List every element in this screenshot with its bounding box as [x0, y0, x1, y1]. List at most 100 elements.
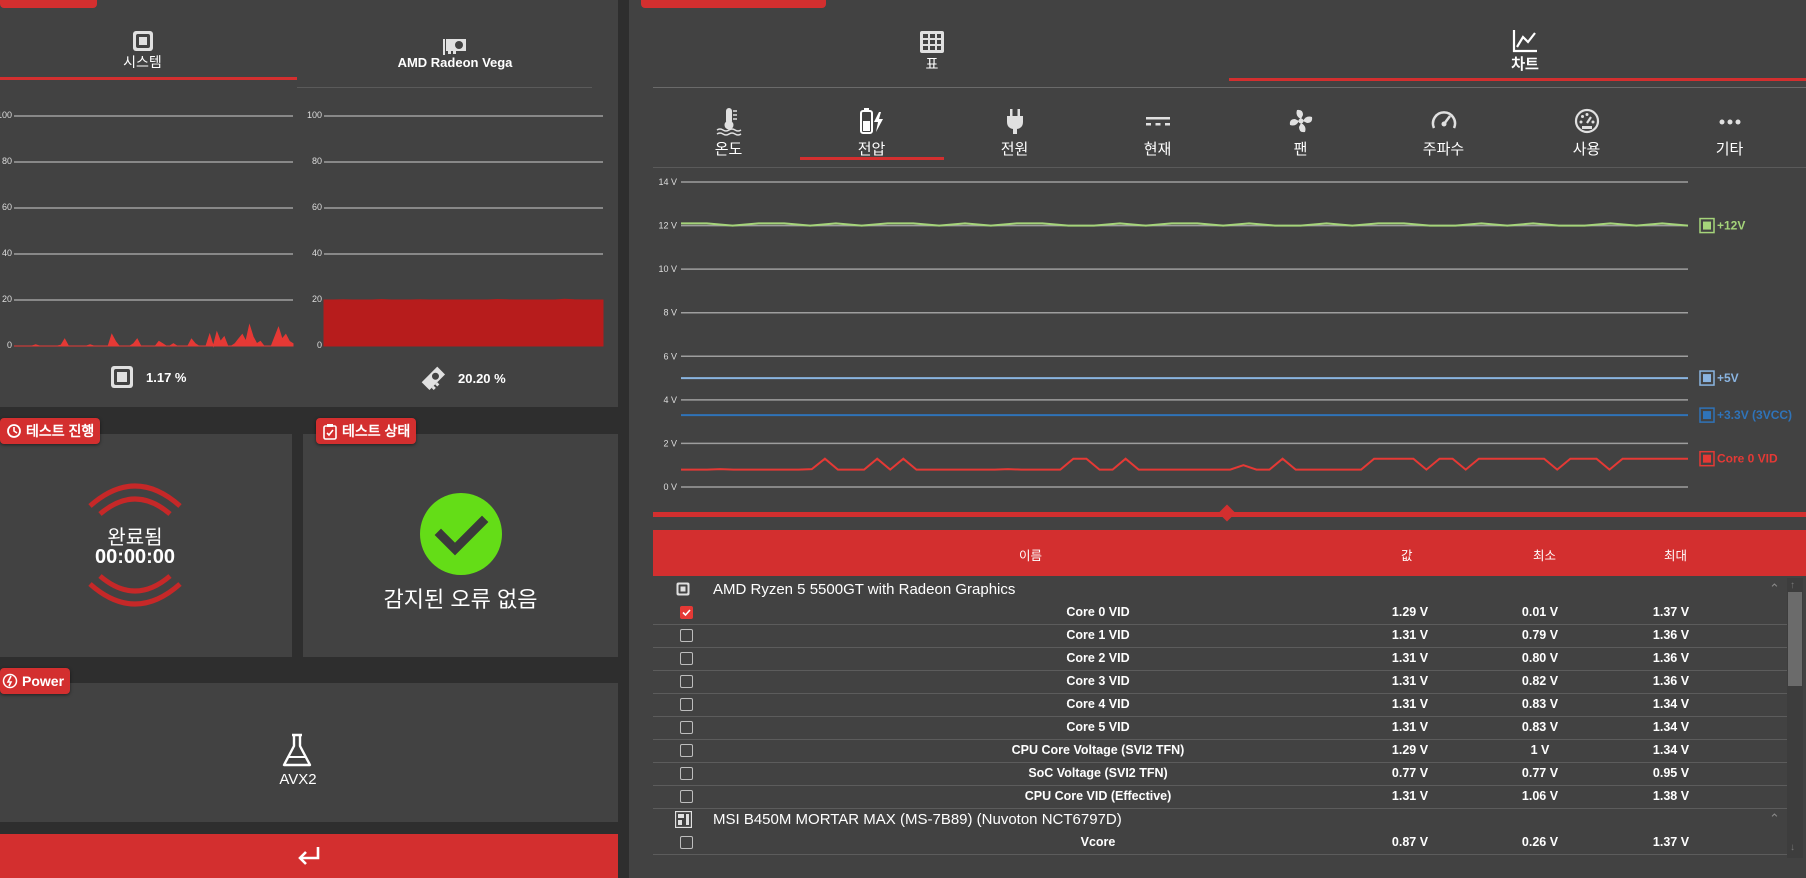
sensor-value: 1.29 V [1391, 605, 1429, 619]
scroll-thumb[interactable] [1788, 592, 1802, 686]
row-checkbox[interactable] [680, 744, 693, 757]
tab-frequency-label: 주파수 [1422, 141, 1465, 158]
sensor-min: 0.80 V [1521, 651, 1559, 665]
gpu-chart-tick-label: 80 [311, 156, 322, 166]
cpu-usage-readout: 1.17 % [110, 365, 186, 389]
voltage-legend-label[interactable]: +5V [1699, 370, 1739, 386]
voltage-legend-label[interactable]: +12V [1699, 217, 1745, 234]
sensor-group-name: MSI B450M MORTAR MAX (MS-7B89) (Nuvoton … [713, 811, 1122, 828]
voltage-legend-label[interactable]: Core 0 VID [1699, 450, 1778, 467]
sensor-panel [629, 0, 1806, 878]
temperature-icon [716, 108, 741, 136]
sensor-group[interactable]: MSI B450M MORTAR MAX (MS-7B89) (Nuvoton … [653, 808, 1787, 831]
cpu-chart-series-area [14, 323, 294, 348]
table-row[interactable]: Core 5 VID 1.31 V 0.83 V 1.34 V [653, 716, 1787, 740]
flask-icon [282, 733, 312, 767]
sensor-panel-tag [641, 0, 826, 8]
progress-spinner-icon [88, 483, 182, 607]
tab-power[interactable]: 전원 [943, 100, 1086, 164]
sensor-min: 0.83 V [1521, 720, 1559, 734]
table-row[interactable]: Core 4 VID 1.31 V 0.83 V 1.34 V [653, 693, 1787, 717]
tab-other[interactable]: 기타 [1658, 100, 1801, 164]
svg-text:+5V: +5V [1717, 371, 1739, 385]
cpu-icon [132, 31, 153, 51]
svg-text:Core 0 VID: Core 0 VID [1717, 452, 1778, 466]
gpu-chart-tick-label: 100 [306, 110, 322, 120]
voltage-legend-label[interactable]: +3.3V (3VCC) [1699, 407, 1792, 423]
row-checkbox[interactable] [680, 675, 693, 688]
sensor-group-name: AMD Ryzen 5 5500GT with Radeon Graphics [713, 581, 1016, 598]
sensor-group[interactable]: AMD Ryzen 5 5500GT with Radeon Graphics ⌃ [653, 578, 1787, 601]
svg-text:+3.3V (3VCC): +3.3V (3VCC) [1717, 408, 1792, 422]
sensor-name: Core 4 VID [1066, 697, 1130, 711]
sensor-name: Core 3 VID [1066, 674, 1130, 688]
cpu-chart-tick-label: 100 [0, 110, 12, 120]
table-row[interactable]: Core 3 VID 1.31 V 0.82 V 1.36 V [653, 670, 1787, 694]
sensor-min: 0.82 V [1521, 674, 1559, 688]
cpu-chart-tick-label: 0 [6, 340, 12, 350]
row-checkbox[interactable] [680, 698, 693, 711]
table-row[interactable]: Vcore 0.87 V 0.26 V 1.37 V [653, 831, 1787, 855]
voltage-chart-tick-label: 10 V [658, 264, 677, 274]
sensor-tab-divider [653, 167, 1806, 168]
table-row[interactable]: Core 1 VID 1.31 V 0.79 V 1.36 V [653, 624, 1787, 648]
tab-chart[interactable]: 차트 [1465, 26, 1585, 76]
cpu-chart-tick-label: 40 [1, 248, 12, 258]
cpu-usage-value: 1.17 % [146, 369, 187, 385]
tab-fan[interactable]: 팬 [1229, 100, 1372, 164]
sensor-min: 0.83 V [1521, 697, 1559, 711]
sensor-name: CPU Core Voltage (SVI2 TFN) [1011, 743, 1185, 757]
gpu-card-icon [421, 366, 446, 391]
row-checkbox[interactable] [680, 629, 693, 642]
gpu-usage-chart-svg [323, 115, 604, 347]
col-name-header[interactable]: 이름 [1019, 549, 1043, 563]
tab-frequency[interactable]: 주파수 [1372, 100, 1515, 164]
col-value-header[interactable]: 값 [1401, 549, 1413, 563]
row-checkbox[interactable] [680, 767, 693, 780]
gpu-usage-readout: 20.20 % [420, 365, 506, 391]
tab-usage[interactable]: 사용 [1515, 100, 1658, 164]
row-checkbox[interactable] [680, 652, 693, 665]
fan-icon [1289, 109, 1312, 133]
usage-panel-tag [0, 0, 97, 8]
row-checkbox[interactable] [680, 836, 693, 849]
collapse-chevron-icon[interactable]: ⌃ [1769, 811, 1780, 826]
tab-voltage[interactable]: 전압 [800, 100, 943, 164]
sensor-value: 1.31 V [1391, 697, 1429, 711]
table-row[interactable]: CPU Core VID (Effective) 1.31 V 1.06 V 1… [653, 785, 1787, 809]
tab-temperature[interactable]: 온도 [657, 100, 800, 164]
sensor-min: 0.26 V [1521, 835, 1559, 849]
row-checkbox[interactable] [680, 721, 693, 734]
sensor-max: 1.36 V [1652, 651, 1690, 665]
row-checkbox[interactable] [680, 790, 693, 803]
return-button[interactable] [0, 834, 618, 878]
scroll-down-icon[interactable]: ↓ [1790, 842, 1795, 853]
table-row[interactable]: CPU Core Voltage (SVI2 TFN) 1.29 V 1 V 1… [653, 739, 1787, 763]
tab-system[interactable]: 시스템 [80, 26, 205, 76]
tab-table[interactable]: 표 [872, 28, 992, 76]
gpu-chart-tick-label: 0 [316, 340, 322, 350]
scroll-up-icon[interactable]: ↑ [1790, 580, 1795, 591]
tab-gpu[interactable]: AMD Radeon Vega [370, 28, 540, 78]
table-row[interactable]: Core 0 VID 1.29 V 0.01 V 1.37 V [653, 601, 1787, 625]
tab-current[interactable]: 현재 [1086, 100, 1229, 164]
table-row[interactable]: Core 2 VID 1.31 V 0.80 V 1.36 V [653, 647, 1787, 671]
tab-other-label: 기타 [1715, 141, 1744, 158]
progress-time: 00:00:00 [94, 546, 176, 568]
gpu-usage-chart: 0 20 40 60 80 100 [300, 104, 610, 354]
collapse-chevron-icon[interactable]: ⌃ [1769, 581, 1780, 596]
row-checkbox[interactable] [680, 606, 693, 619]
tab-fan-label: 팬 [1293, 141, 1308, 158]
table-scrollbar[interactable]: ↑ ↓ [1787, 578, 1803, 858]
voltage-series-line [681, 457, 1688, 471]
col-max-header[interactable]: 최대 [1664, 549, 1688, 563]
sensor-max: 1.34 V [1652, 720, 1690, 734]
table-row[interactable]: SoC Voltage (SVI2 TFN) 0.77 V 0.77 V 0.9… [653, 762, 1787, 786]
clock-icon [7, 424, 21, 438]
sensor-table-header: 이름 값 최소 최대 [653, 530, 1806, 576]
tab-system-indicator [0, 77, 297, 80]
test-progress-tag-label: 테스트 진행 [26, 423, 95, 439]
cpu-icon [111, 366, 133, 388]
cpu-chart-tick-label: 80 [1, 156, 12, 166]
col-min-header[interactable]: 최소 [1533, 549, 1557, 563]
